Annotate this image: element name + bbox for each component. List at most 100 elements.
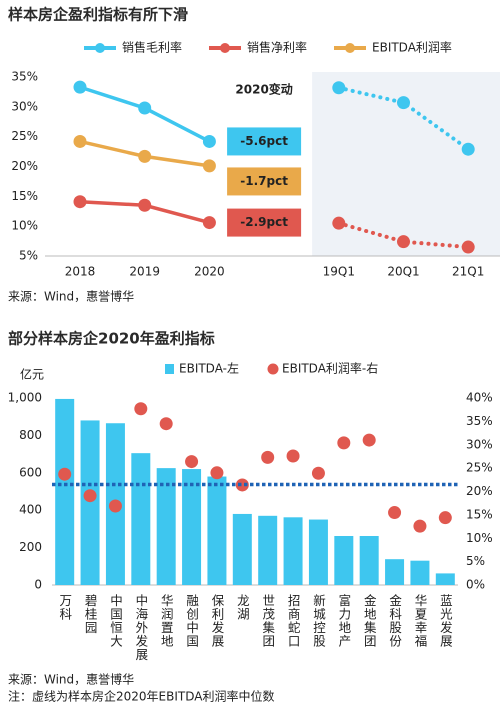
x-tick-label: 新城控股: [311, 593, 326, 648]
y2-tick-label: 30%: [466, 437, 493, 451]
legend-swatch: [95, 43, 105, 53]
dot: [108, 499, 122, 513]
dot: [311, 466, 325, 480]
y2-tick-label: 25%: [466, 461, 493, 475]
dot: [210, 466, 224, 480]
y-tick-label: 1,000: [8, 391, 42, 405]
marker: [138, 198, 152, 212]
chart-title: 部分样本房企2020年盈利指标: [8, 330, 215, 348]
dot: [134, 402, 148, 416]
legend-label: EBITDA利润率: [372, 40, 452, 55]
marker: [73, 195, 87, 209]
marker: [461, 142, 475, 156]
bar: [232, 513, 252, 585]
y-axis-label: 亿元: [20, 367, 44, 382]
bar: [207, 476, 227, 585]
legend-swatch: [220, 43, 230, 53]
bar: [258, 515, 278, 585]
x-tick-label: 19Q1: [323, 265, 355, 279]
legend-label: 销售净利率: [247, 40, 307, 55]
bar: [131, 453, 151, 585]
bar: [55, 398, 75, 585]
x-tick-label: 20Q1: [387, 265, 419, 279]
dot: [388, 506, 402, 520]
y-tick-label: 800: [19, 428, 42, 442]
x-tick-label: 中国恒大: [108, 593, 123, 648]
dot: [261, 450, 275, 464]
x-tick-label: 融创中国: [184, 594, 199, 648]
dot: [83, 489, 97, 503]
marker: [202, 134, 216, 148]
y2-tick-label: 35%: [466, 414, 493, 428]
x-tick-label: 保利发展: [209, 594, 224, 648]
line: [336, 221, 471, 250]
change-box: [227, 127, 302, 156]
y-tick-label: 200: [19, 540, 42, 554]
change-box: [227, 167, 302, 196]
x-tick-label: 2020: [194, 265, 225, 279]
x-tick-label: 21Q1: [452, 265, 484, 279]
x-tick-label: 富力地产: [336, 593, 351, 648]
bar: [435, 573, 455, 585]
marker: [397, 96, 410, 110]
x-tick-label: 万科: [57, 594, 72, 621]
x-tick-label: 招商蛇口: [286, 594, 301, 648]
x-tick-label: 2019: [129, 265, 160, 279]
source: 来源：Wind，惠誉博华: [8, 672, 134, 687]
dot: [235, 478, 249, 492]
bar: [156, 468, 176, 585]
bar: [182, 469, 202, 585]
dot: [159, 417, 173, 431]
x-tick-label: 华夏幸福: [412, 593, 427, 648]
dot: [185, 455, 199, 469]
bar: [334, 536, 354, 585]
y2-tick-label: 0%: [466, 578, 485, 592]
y-tick-label: 600: [19, 465, 42, 479]
legend-swatch: [345, 43, 355, 53]
chart-title: 样本房企盈利指标有所下滑: [8, 6, 188, 24]
y-tick-label: 20%: [11, 159, 38, 173]
line: [336, 85, 471, 152]
bar: [385, 559, 405, 585]
y2-tick-label: 20%: [466, 484, 493, 498]
marker: [73, 134, 87, 148]
y-tick-label: 10%: [11, 219, 38, 233]
marker: [397, 235, 410, 249]
y-tick-label: 35%: [11, 70, 38, 84]
bar: [80, 420, 100, 585]
bar: [359, 536, 379, 585]
x-tick-label: 2018: [65, 265, 96, 279]
legend-label: 销售毛利率: [122, 40, 182, 55]
marker: [202, 216, 216, 230]
y2-tick-label: 5%: [466, 554, 485, 568]
x-tick-label: 世茂集团: [260, 594, 275, 648]
dot: [413, 519, 427, 533]
dot: [438, 511, 452, 525]
y2-tick-label: 40%: [466, 391, 493, 405]
y2-tick-label: 10%: [466, 531, 493, 545]
y2-tick-label: 15%: [466, 507, 493, 521]
y-tick-label: 30%: [11, 99, 38, 113]
change-label: -2.9pct: [240, 215, 288, 229]
y-tick-label: 400: [19, 503, 42, 517]
x-tick-label: 蓝光发展: [438, 594, 453, 648]
y-tick-label: 25%: [11, 129, 38, 143]
dot: [286, 449, 300, 463]
y-tick-label: 5%: [19, 249, 38, 263]
dot: [362, 433, 376, 447]
bar: [308, 519, 328, 585]
x-tick-label: 碧桂园: [83, 594, 98, 635]
x-tick-label: 龙湖: [235, 594, 250, 621]
marker: [138, 101, 152, 115]
bar: [283, 517, 303, 585]
y-tick-label: 0: [34, 578, 42, 592]
marker: [202, 159, 216, 173]
marker: [73, 80, 87, 94]
dot: [337, 436, 351, 450]
y-tick-label: 15%: [11, 189, 38, 203]
x-tick-label: 金地集团: [362, 593, 377, 648]
legend-label: EBITDA-左: [179, 361, 239, 376]
change-label: -5.6pct: [240, 134, 288, 148]
